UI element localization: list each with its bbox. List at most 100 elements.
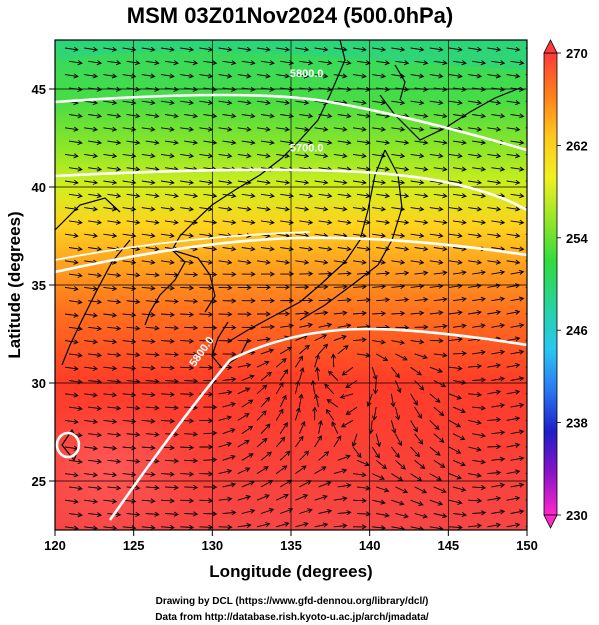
wind-arrow (314, 366, 321, 381)
wind-arrow (199, 46, 214, 52)
colorbar-label: 254 (566, 231, 588, 246)
wind-arrow (141, 312, 156, 318)
wind-arrow (352, 498, 367, 504)
wind-arrow (222, 113, 237, 119)
wind-arrow (276, 126, 291, 132)
wind-arrow (141, 206, 156, 212)
wind-arrow (337, 454, 351, 461)
wind-arrow (298, 367, 305, 381)
wind-arrow (203, 271, 218, 278)
wind-arrow (429, 473, 442, 481)
wind-arrow (88, 379, 103, 385)
wind-arrow (525, 233, 527, 235)
wind-arrow (122, 73, 137, 79)
wind-arrow (280, 219, 295, 225)
wind-arrow (491, 219, 506, 225)
wind-arrow (525, 260, 527, 262)
wind-arrow (391, 525, 406, 530)
wind-arrow (184, 378, 199, 384)
wind-arrow (164, 458, 179, 464)
wind-arrow (525, 127, 527, 129)
wind-arrow (372, 339, 387, 345)
wind-arrow (103, 498, 118, 504)
wind-arrow (410, 179, 425, 185)
wind-arrow (472, 485, 487, 491)
wind-arrow (410, 153, 425, 159)
wind-arrow (276, 100, 291, 106)
wind-arrow (260, 246, 275, 252)
wind-arrow (107, 60, 122, 66)
wind-arrow (314, 435, 322, 448)
y-tick-label: 30 (32, 376, 46, 391)
wind-arrow (218, 389, 233, 395)
wind-arrow (280, 113, 295, 119)
wind-arrow (160, 365, 175, 371)
colorbar-gradient (543, 52, 558, 516)
wind-arrow (180, 285, 195, 291)
wind-arrow (429, 499, 443, 506)
wind-arrow (68, 219, 83, 225)
wind-arrow (180, 498, 195, 504)
wind-arrow (84, 472, 99, 478)
wind-arrow (448, 524, 463, 530)
wind-arrow (203, 298, 218, 304)
wind-arrow (261, 298, 275, 304)
wind-arrow (491, 349, 506, 355)
wind-arrow (145, 139, 160, 146)
wind-arrow (237, 338, 252, 344)
wind-arrow (391, 283, 406, 290)
wind-arrow (256, 336, 271, 342)
wind-arrow (429, 310, 444, 316)
colorbar-labels: 270 262 254 246 238 230 (557, 46, 588, 523)
wind-arrow (145, 113, 160, 119)
wind-arrow (433, 193, 448, 199)
wind-arrow (472, 296, 486, 302)
wind-arrow (107, 352, 122, 358)
wind-arrow (395, 486, 409, 494)
wind-arrow (64, 339, 79, 345)
wind-arrow (429, 283, 444, 289)
wind-arrow (88, 432, 103, 438)
wind-arrow (318, 481, 332, 488)
wind-arrow (356, 246, 371, 252)
wind-arrow (275, 436, 286, 448)
wind-arrow (468, 446, 482, 452)
wind-arrow (376, 166, 391, 172)
wind-arrow (164, 272, 179, 278)
wind-arrow (506, 522, 521, 528)
wind-arrow (241, 193, 256, 199)
wind-arrow (103, 153, 118, 159)
wind-arrow (237, 439, 250, 448)
wind-arrow (468, 153, 483, 159)
wind-arrow (530, 247, 543, 251)
wind-arrow (429, 338, 444, 344)
wind-arrow (222, 246, 237, 252)
wind-arrow (260, 371, 272, 381)
wind-arrow (345, 380, 358, 389)
wind-arrow (394, 406, 401, 421)
wind-arrow (145, 511, 160, 517)
wind-arrow (84, 445, 99, 451)
wind-arrow (280, 86, 295, 92)
wind-arrow (433, 60, 448, 66)
wind-arrow (337, 270, 352, 277)
wind-arrow (103, 46, 118, 52)
wind-arrow (160, 206, 175, 212)
wind-arrow (103, 339, 118, 345)
wind-arrow (352, 337, 367, 343)
wind-arrow (433, 296, 448, 303)
wind-arrow (295, 435, 304, 448)
wind-arrow (506, 233, 521, 239)
wind-arrow (145, 325, 160, 331)
wind-arrow (241, 246, 256, 252)
wind-arrow (491, 402, 506, 409)
wind-arrow (472, 432, 486, 438)
wind-arrow (68, 113, 83, 119)
wind-arrow (391, 310, 406, 316)
wind-arrow (88, 512, 103, 518)
wind-arrow (141, 392, 156, 398)
wind-arrow (487, 417, 502, 423)
wind-arrow (88, 139, 103, 146)
wind-arrow (356, 511, 371, 517)
wind-arrow (452, 459, 466, 467)
